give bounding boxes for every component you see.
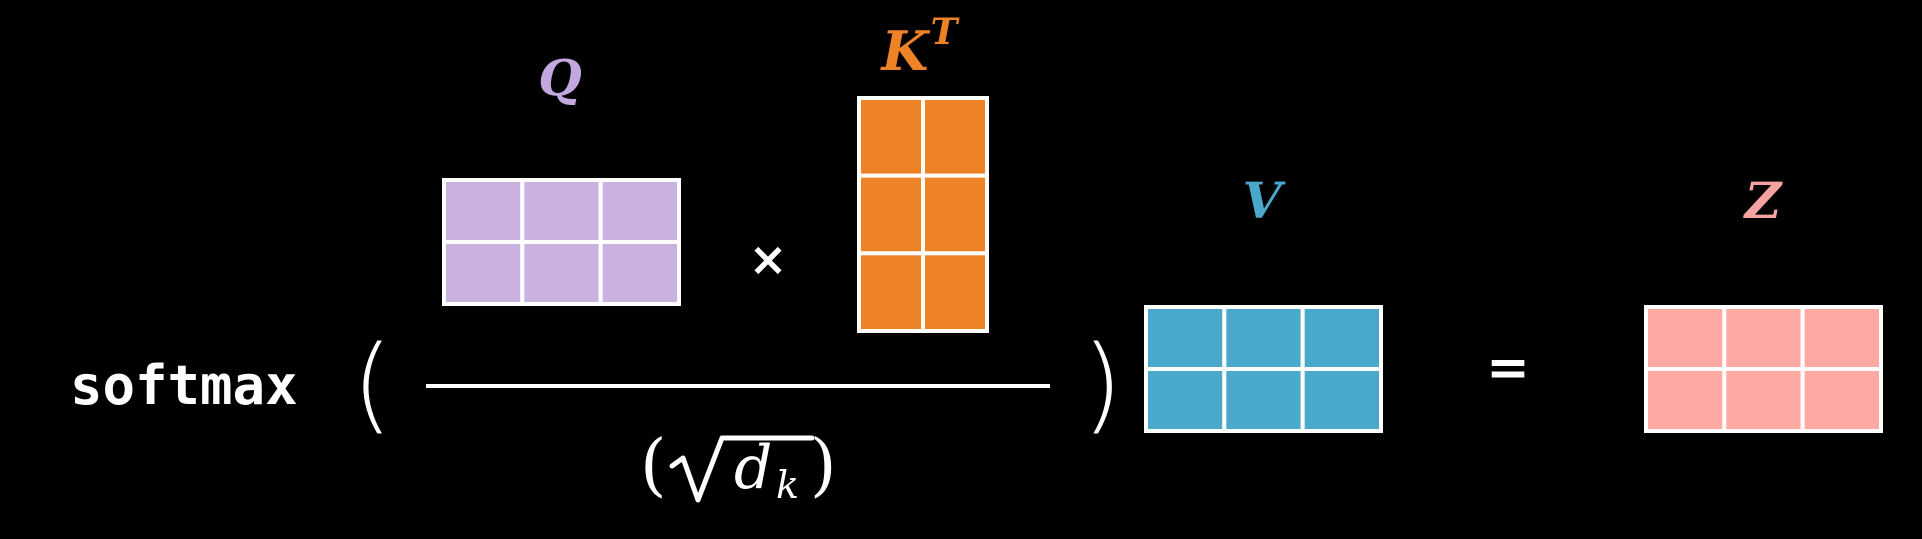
- softmax-label: softmax: [70, 354, 298, 417]
- square-root-icon: [669, 435, 815, 503]
- v-matrix-cell: [1222, 305, 1305, 371]
- kt-matrix-cell: [921, 96, 989, 178]
- v-label: V: [1243, 171, 1287, 230]
- z-matrix-cell: [1800, 305, 1883, 371]
- kt-matrix: [857, 96, 989, 333]
- kt-matrix-cell: [857, 251, 925, 333]
- denominator: ( d k ): [640, 426, 837, 507]
- q-matrix-cell: [520, 178, 603, 244]
- z-label: Z: [1743, 171, 1784, 230]
- kt-label: K: [880, 19, 931, 83]
- v-matrix-cell: [1144, 367, 1227, 433]
- q-matrix-cell: [598, 178, 682, 244]
- kt-matrix-cell: [921, 251, 989, 333]
- equals-symbol: =: [1486, 338, 1530, 398]
- z-matrix-cell: [1722, 305, 1805, 371]
- denominator-d: d: [734, 433, 772, 503]
- z-matrix-cell: [1644, 367, 1727, 433]
- kt-label-superscript: T: [931, 11, 960, 53]
- denominator-k-subscript: k: [776, 463, 799, 507]
- z-matrix: [1644, 305, 1883, 433]
- z-matrix-cell: [1722, 367, 1805, 433]
- v-matrix-cell: [1144, 305, 1227, 371]
- z-matrix-cell: [1644, 305, 1727, 371]
- outer-open-paren: (: [352, 323, 393, 445]
- kt-matrix-cell: [921, 173, 989, 256]
- kt-matrix-cell: [857, 173, 925, 256]
- q-matrix: [442, 178, 682, 306]
- q-matrix-cell: [520, 240, 603, 306]
- q-matrix-cell: [442, 178, 525, 244]
- multiply-symbol: ×: [749, 232, 788, 286]
- q-matrix-cell: [442, 240, 525, 306]
- v-matrix: [1144, 305, 1383, 433]
- kt-matrix-label: K T: [880, 11, 960, 83]
- z-matrix-cell: [1800, 367, 1883, 433]
- v-matrix-cell: [1300, 367, 1383, 433]
- q-matrix-cell: [598, 240, 682, 306]
- q-matrix-label: Q: [538, 48, 582, 107]
- v-matrix-cell: [1222, 367, 1305, 433]
- outer-close-paren: ): [1082, 323, 1123, 445]
- q-label: Q: [538, 48, 582, 107]
- kt-matrix-cell: [857, 96, 925, 178]
- denominator-open-paren: (: [640, 426, 667, 505]
- denominator-close-paren: ): [810, 426, 837, 505]
- v-matrix-cell: [1300, 305, 1383, 371]
